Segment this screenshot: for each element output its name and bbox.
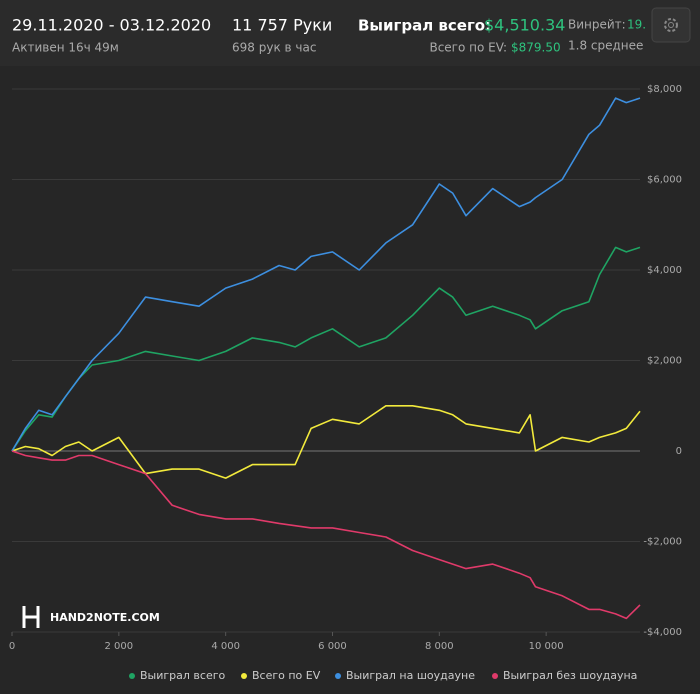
y-tick-label: -$2,000 [643, 537, 682, 548]
x-tick-label: 8 000 [425, 641, 454, 652]
header: 29.11.2020 - 03.12.2020 Активен 16ч 49м … [12, 16, 646, 55]
winrate-label: Винрейт: [568, 18, 626, 32]
x-tick-label: 4 000 [211, 641, 240, 652]
series-line [11, 450, 641, 620]
y-tick-label: 0 [676, 446, 682, 457]
logo [22, 606, 40, 628]
legend-label: Выиграл без шоудауна [503, 669, 637, 682]
legend-label: Всего по EV [252, 669, 321, 682]
won-value: $4,510.34 [484, 16, 565, 35]
hands-per-hour: 698 рук в час [232, 41, 316, 55]
legend-marker [129, 673, 135, 679]
date-range: 29.11.2020 - 03.12.2020 [12, 16, 211, 35]
x-tick-label: 0 [9, 641, 15, 652]
y-tick-label: $8,000 [647, 84, 682, 95]
gear-icon [664, 18, 678, 32]
hands: 11 757 Руки [232, 16, 332, 35]
x-tick-label: 6 000 [318, 641, 347, 652]
winrate-value: 19. [627, 18, 646, 32]
series-line [11, 97, 641, 452]
x-tick-label: 10 000 [529, 641, 564, 652]
gear-center [668, 22, 674, 28]
y-tick-label: $6,000 [647, 175, 682, 186]
average: 1.8 среднее [568, 39, 643, 53]
watermark: HAND2NOTE.COM [22, 606, 160, 628]
won-label: Выиграл всего: [358, 17, 491, 35]
x-tick-label: 2 000 [105, 641, 134, 652]
chart-bg [0, 66, 700, 694]
settings-button[interactable] [651, 7, 691, 43]
y-tick-label: $2,000 [647, 356, 682, 367]
y-tick-label: $4,000 [647, 265, 682, 276]
ev-value: $879.50 [511, 41, 561, 55]
legend-marker [241, 673, 247, 679]
series-line [11, 405, 641, 479]
header-bg [0, 0, 700, 66]
legend-marker [335, 673, 341, 679]
ev-label: Всего по EV: [429, 41, 507, 55]
y-tick-label: -$4,000 [643, 627, 682, 638]
active-time: Активен 16ч 49м [12, 41, 119, 55]
series-line [11, 246, 641, 452]
legend-label: Выиграл всего [140, 669, 225, 682]
watermark-text: HAND2NOTE.COM [50, 611, 160, 624]
legend-marker [492, 673, 498, 679]
legend-label: Выиграл на шоудауне [346, 669, 475, 682]
